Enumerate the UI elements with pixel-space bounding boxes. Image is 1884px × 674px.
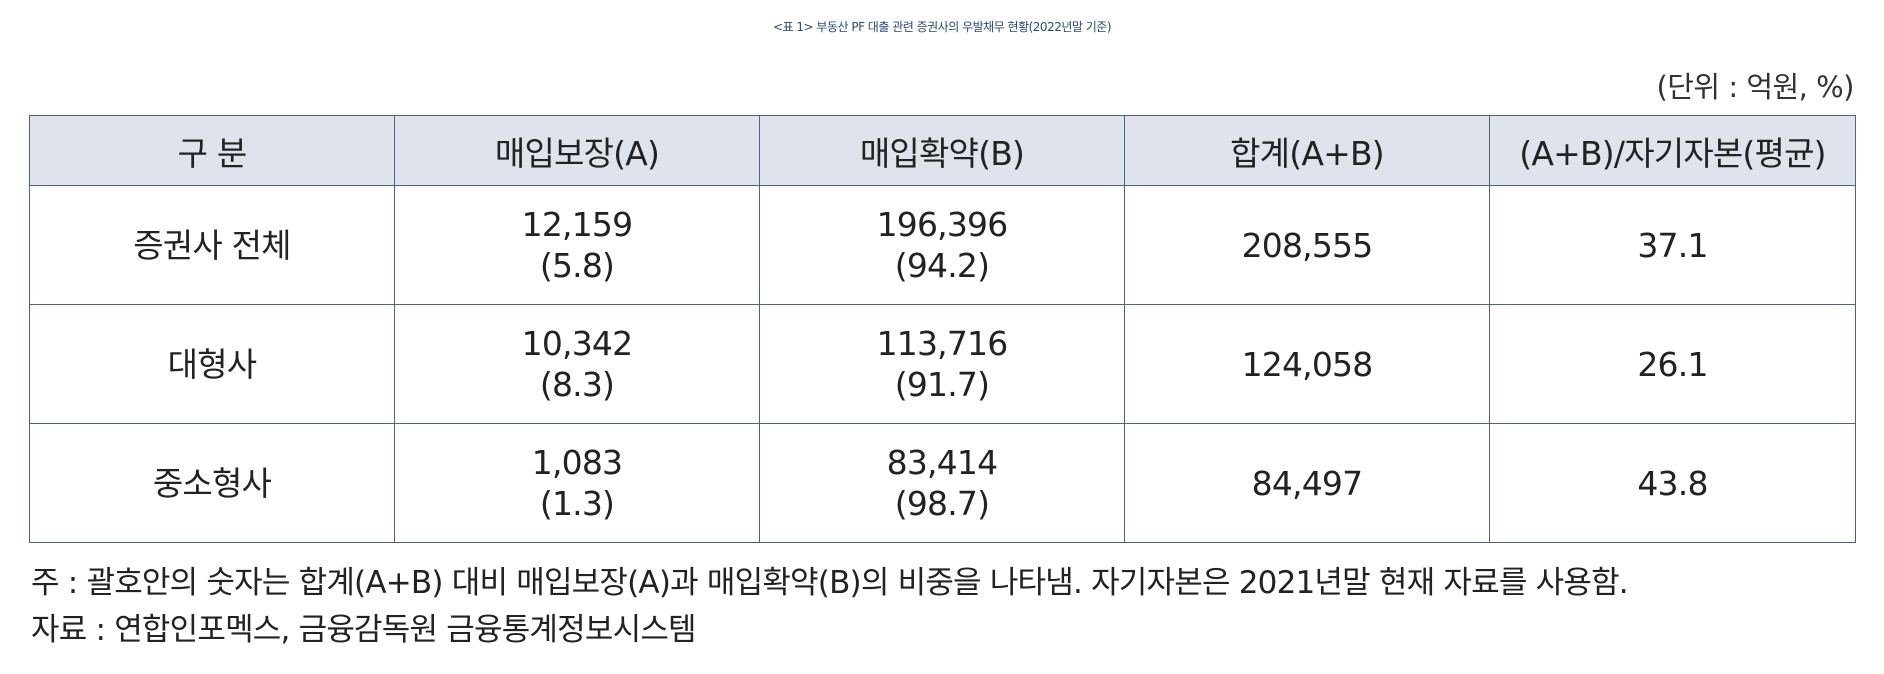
guarantee-value: 12,159 [521, 205, 633, 244]
commitment-cell: 113,716 (91.7) [759, 304, 1125, 424]
unit-note: (단위 : 억원, %) [1656, 70, 1854, 104]
table-title: <표 1> 부동산 PF 대출 관련 증권사의 우발채무 현황(2022년말 기… [773, 20, 1112, 34]
commitment-cell: 196,396 (94.2) [759, 185, 1125, 305]
source-note: 자료 : 연합인포멕스, 금융감독원 금융통계정보시스템 [31, 612, 697, 648]
header-purchase-guarantee: 매입보장(A) [394, 115, 760, 186]
guarantee-value: 1,083 [531, 443, 623, 482]
total-value: 208,555 [1124, 185, 1490, 305]
header-total: 합계(A+B) [1124, 115, 1490, 186]
commitment-value: 196,396 [876, 205, 1009, 244]
commitment-cell: 83,414 (98.7) [759, 423, 1125, 543]
guarantee-cell: 12,159 (5.8) [394, 185, 760, 305]
guarantee-cell: 10,342 (8.3) [394, 304, 760, 424]
guarantee-share: (8.3) [539, 365, 615, 404]
table-row: 증권사 전체 12,159 (5.8) 196,396 (94.2) 208,5… [29, 185, 1856, 305]
guarantee-value: 10,342 [521, 324, 633, 363]
row-label: 대형사 [29, 304, 395, 424]
header-category: 구 분 [29, 115, 395, 186]
header-equity-ratio: (A+B)/자기자본(평균) [1489, 115, 1856, 186]
total-value: 84,497 [1124, 423, 1490, 543]
header-purchase-commitment: 매입확약(B) [759, 115, 1125, 186]
commitment-share: (91.7) [894, 365, 990, 404]
guarantee-share: (1.3) [539, 484, 615, 523]
guarantee-share: (5.8) [539, 246, 615, 285]
ratio-value: 26.1 [1489, 304, 1856, 424]
table-row: 중소형사 1,083 (1.3) 83,414 (98.7) 84,497 43… [29, 423, 1856, 543]
commitment-share: (98.7) [894, 484, 990, 523]
footnotes: 주 : 괄호안의 숫자는 합계(A+B) 대비 매입보장(A)과 매입확약(B)… [31, 560, 1629, 654]
table-header: 구 분 매입보장(A) 매입확약(B) 합계(A+B) (A+B)/자기자본(평… [29, 115, 1856, 186]
header-row: 구 분 매입보장(A) 매입확약(B) 합계(A+B) (A+B)/자기자본(평… [29, 115, 1856, 186]
table-body: 증권사 전체 12,159 (5.8) 196,396 (94.2) 208,5… [29, 185, 1856, 543]
row-label: 증권사 전체 [29, 185, 395, 305]
ratio-value: 43.8 [1489, 423, 1856, 543]
data-table: 구 분 매입보장(A) 매입확약(B) 합계(A+B) (A+B)/자기자본(평… [29, 115, 1856, 543]
row-label: 중소형사 [29, 423, 395, 543]
commitment-value: 83,414 [886, 443, 998, 482]
ratio-value: 37.1 [1489, 185, 1856, 305]
table-row: 대형사 10,342 (8.3) 113,716 (91.7) 124,058 … [29, 304, 1856, 424]
commitment-value: 113,716 [876, 324, 1009, 363]
footnote: 주 : 괄호안의 숫자는 합계(A+B) 대비 매입보장(A)과 매입확약(B)… [31, 565, 1629, 601]
guarantee-cell: 1,083 (1.3) [394, 423, 760, 543]
total-value: 124,058 [1124, 304, 1490, 424]
commitment-share: (94.2) [894, 246, 990, 285]
